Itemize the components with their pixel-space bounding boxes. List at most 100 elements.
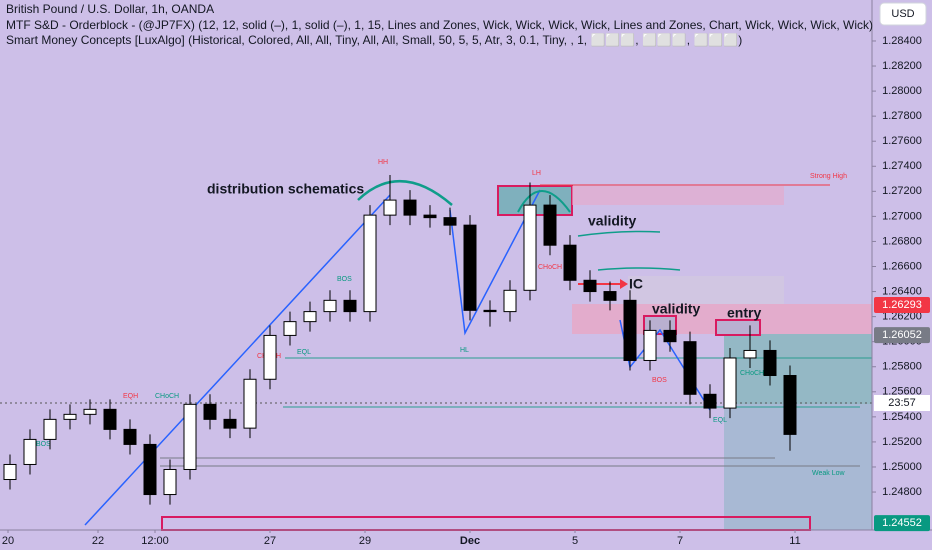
y-tick-label: 1.27800 bbox=[882, 110, 922, 122]
candle-body bbox=[723, 357, 737, 409]
candle-body bbox=[503, 289, 517, 313]
annotation: Strong High bbox=[810, 173, 847, 180]
candle-body bbox=[323, 299, 337, 313]
y-tick-label: 1.25600 bbox=[882, 386, 922, 398]
candle-body bbox=[363, 214, 377, 313]
annotation: HH bbox=[378, 159, 388, 166]
distribution-arc bbox=[357, 179, 453, 206]
candle-body bbox=[343, 299, 357, 313]
candle-body bbox=[83, 408, 97, 415]
currency-button[interactable] bbox=[879, 2, 927, 26]
entry-box bbox=[715, 319, 761, 336]
candle-body bbox=[743, 349, 757, 359]
candle-body bbox=[123, 428, 137, 445]
price-label-bg bbox=[874, 515, 930, 532]
chart-title: British Pound / U.S. Dollar, 1h, OANDA bbox=[6, 2, 214, 16]
y-axis-bg bbox=[872, 0, 932, 550]
y-tick-label: 1.24800 bbox=[882, 486, 922, 498]
annotation: LH bbox=[532, 170, 541, 177]
demand-box bbox=[161, 516, 811, 531]
price-label-bg bbox=[874, 296, 930, 313]
annotation: validity bbox=[588, 213, 636, 229]
candle-body bbox=[143, 443, 157, 496]
x-tick-label: 5 bbox=[572, 535, 578, 547]
candle-body bbox=[283, 321, 297, 336]
x-tick-label: Dec bbox=[460, 535, 480, 547]
y-tick-label: 1.25200 bbox=[882, 436, 922, 448]
validity-line bbox=[597, 267, 681, 271]
candle-body bbox=[183, 403, 197, 470]
x-tick-label: 20 bbox=[2, 535, 14, 547]
candle-body bbox=[703, 393, 717, 409]
candle-body bbox=[783, 375, 797, 435]
candle-body bbox=[643, 329, 657, 361]
price-label-bg bbox=[874, 327, 930, 344]
arrow-head bbox=[620, 279, 628, 289]
y-tick-label: 1.27600 bbox=[882, 135, 922, 147]
candle-body bbox=[423, 214, 437, 219]
annotation: entry bbox=[727, 305, 761, 321]
upper-zone bbox=[572, 186, 784, 205]
candle-body bbox=[763, 349, 777, 377]
candle-body bbox=[263, 334, 277, 380]
annotation: HL bbox=[460, 347, 469, 354]
y-tick-label: 1.28200 bbox=[882, 60, 922, 72]
x-tick-label: 27 bbox=[264, 535, 276, 547]
candle-body bbox=[303, 311, 317, 323]
annotation: IC bbox=[629, 276, 643, 292]
indicator-label: Smart Money Concepts [LuxAlgo] (Historic… bbox=[6, 33, 742, 47]
y-tick-label: 1.26800 bbox=[882, 235, 922, 247]
annotation: BOS bbox=[652, 377, 667, 384]
candle-body bbox=[663, 329, 677, 343]
validity-line bbox=[577, 230, 661, 237]
candle-body bbox=[543, 204, 557, 246]
candle-body bbox=[403, 199, 417, 216]
price-label: 1.26052 bbox=[882, 329, 922, 341]
annotation: EQL bbox=[297, 349, 311, 356]
annotation: EQL bbox=[713, 417, 727, 424]
annotation: distribution schematics bbox=[207, 181, 364, 197]
candle-body bbox=[603, 291, 617, 301]
validity-box bbox=[643, 315, 677, 335]
candle-body bbox=[163, 468, 177, 496]
x-tick-label: 11 bbox=[789, 535, 800, 547]
target-zone bbox=[724, 334, 872, 404]
price-label: 1.24552 bbox=[882, 517, 922, 529]
candle-body bbox=[563, 244, 577, 281]
candle-body bbox=[463, 224, 477, 311]
y-tick-label: 1.25800 bbox=[882, 361, 922, 373]
candle-body bbox=[443, 217, 457, 226]
annotation: CHoCH bbox=[538, 264, 562, 271]
annotation: Weak Low bbox=[812, 470, 845, 477]
currency-label[interactable]: USD bbox=[891, 8, 914, 20]
candle-body bbox=[243, 378, 257, 429]
candle-body bbox=[683, 341, 697, 395]
candle-body bbox=[523, 204, 537, 291]
y-tick-label: 1.27400 bbox=[882, 160, 922, 172]
x-tick-label: 12:00 bbox=[141, 535, 169, 547]
candle-body bbox=[103, 408, 117, 430]
candle-body bbox=[3, 463, 17, 481]
y-tick-label: 1.27000 bbox=[882, 210, 922, 222]
countdown-bg bbox=[874, 395, 930, 411]
candle-body bbox=[223, 418, 237, 429]
x-tick-label: 22 bbox=[92, 535, 104, 547]
gray-zone bbox=[628, 276, 784, 304]
candle-body bbox=[23, 438, 37, 465]
x-tick-label: 29 bbox=[359, 535, 371, 547]
y-tick-label: 1.28400 bbox=[882, 35, 922, 47]
candle-body bbox=[483, 309, 497, 313]
candle-body bbox=[583, 279, 597, 293]
price-label: 1.26293 bbox=[882, 299, 922, 311]
zones bbox=[0, 179, 875, 531]
annotation: EQH bbox=[123, 393, 138, 400]
annotations: distribution schematics validity validit… bbox=[36, 159, 847, 477]
y-tick-label: 1.25000 bbox=[882, 461, 922, 473]
y-tick-label: 1.26600 bbox=[882, 260, 922, 272]
candle-body bbox=[623, 299, 637, 361]
annotation: BOS bbox=[337, 276, 352, 283]
countdown: 23:57 bbox=[888, 397, 916, 409]
trend-line bbox=[449, 189, 541, 336]
